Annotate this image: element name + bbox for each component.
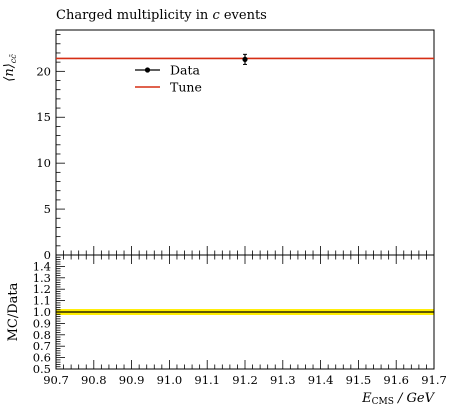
legend-data-marker xyxy=(144,67,151,73)
ratio-y-tick-label: 0.9 xyxy=(33,316,51,330)
ratio-y-tick-label: 1.0 xyxy=(33,305,51,319)
x-tick-label: 91.2 xyxy=(232,373,258,387)
ratio-y-axis-label: MC/Data xyxy=(6,282,21,341)
ratio-y-tick-label: 1.3 xyxy=(33,271,51,285)
main-y-tick-label: 5 xyxy=(44,202,51,216)
x-axis-label-unit: / GeV xyxy=(394,391,436,406)
x-tick-label: 90.7 xyxy=(43,373,69,387)
x-tick-label: 91.0 xyxy=(157,373,183,387)
main-y-tick-label: 15 xyxy=(36,110,51,124)
main-y-tick-label: 0 xyxy=(44,248,51,262)
chart-title: Charged multiplicity in c events xyxy=(56,8,267,23)
x-tick-label: 91.6 xyxy=(383,373,409,387)
main-y-axis-label: ⟨n⟩cc̄ xyxy=(2,54,18,82)
legend-data-label: Data xyxy=(170,63,200,78)
x-tick-label: 91.3 xyxy=(270,373,296,387)
x-tick-label: 91.4 xyxy=(308,373,334,387)
ratio-y-tick-labels: 0.50.60.70.80.91.01.11.21.31.4 xyxy=(33,259,51,376)
main-y-tick-label: 10 xyxy=(36,156,51,170)
main-y-tick-labels: 0 5 10 15 20 xyxy=(36,64,51,262)
ratio-y-tick-label: 1.4 xyxy=(33,259,51,273)
x-tick-label: 90.8 xyxy=(81,373,107,387)
ratio-y-tick-label: 0.6 xyxy=(33,351,51,365)
x-axis-label-main: E xyxy=(361,391,372,406)
legend-tune-label: Tune xyxy=(170,80,202,95)
ratio-panel-ticks xyxy=(55,254,435,370)
main-y-tick-label: 20 xyxy=(36,64,51,78)
x-tick-labels: 90.7 90.8 90.9 91.0 91.1 91.2 91.3 91.4 91.5 91.6… xyxy=(43,373,447,387)
ratio-y-tick-label: 1.1 xyxy=(33,294,51,308)
x-axis-label-sub: CMS xyxy=(372,397,394,407)
main-panel-ticks xyxy=(55,34,435,256)
ratio-y-tick-label: 0.8 xyxy=(33,328,51,342)
main-y-axis-label-sub: cc̄ xyxy=(9,54,18,63)
x-tick-label: 91.1 xyxy=(194,373,220,387)
x-tick-label: 90.9 xyxy=(119,373,145,387)
ratio-y-tick-label: 0.5 xyxy=(33,362,51,376)
title-suffix: events xyxy=(220,8,267,23)
ratio-panel: 0.50.60.70.80.91.01.11.21.31.4 xyxy=(33,254,435,376)
x-tick-label: 91.7 xyxy=(421,373,447,387)
data-point xyxy=(242,56,248,62)
legend-entry-tune: Tune xyxy=(135,80,202,95)
title-prefix: Charged multiplicity in xyxy=(56,8,212,23)
legend-entry-data: Data xyxy=(135,63,200,78)
legend: Data Tune xyxy=(135,63,202,95)
main-panel: 0 5 10 15 20 xyxy=(36,29,435,262)
x-tick-label: 91.5 xyxy=(346,373,372,387)
ratio-y-tick-label: 0.7 xyxy=(33,339,51,353)
main-y-axis-label-main: ⟨n⟩ xyxy=(2,63,17,82)
title-flavour: c xyxy=(212,8,220,23)
ratio-y-tick-label: 1.2 xyxy=(33,282,51,296)
x-axis-label: ECMS / GeV xyxy=(361,391,436,407)
